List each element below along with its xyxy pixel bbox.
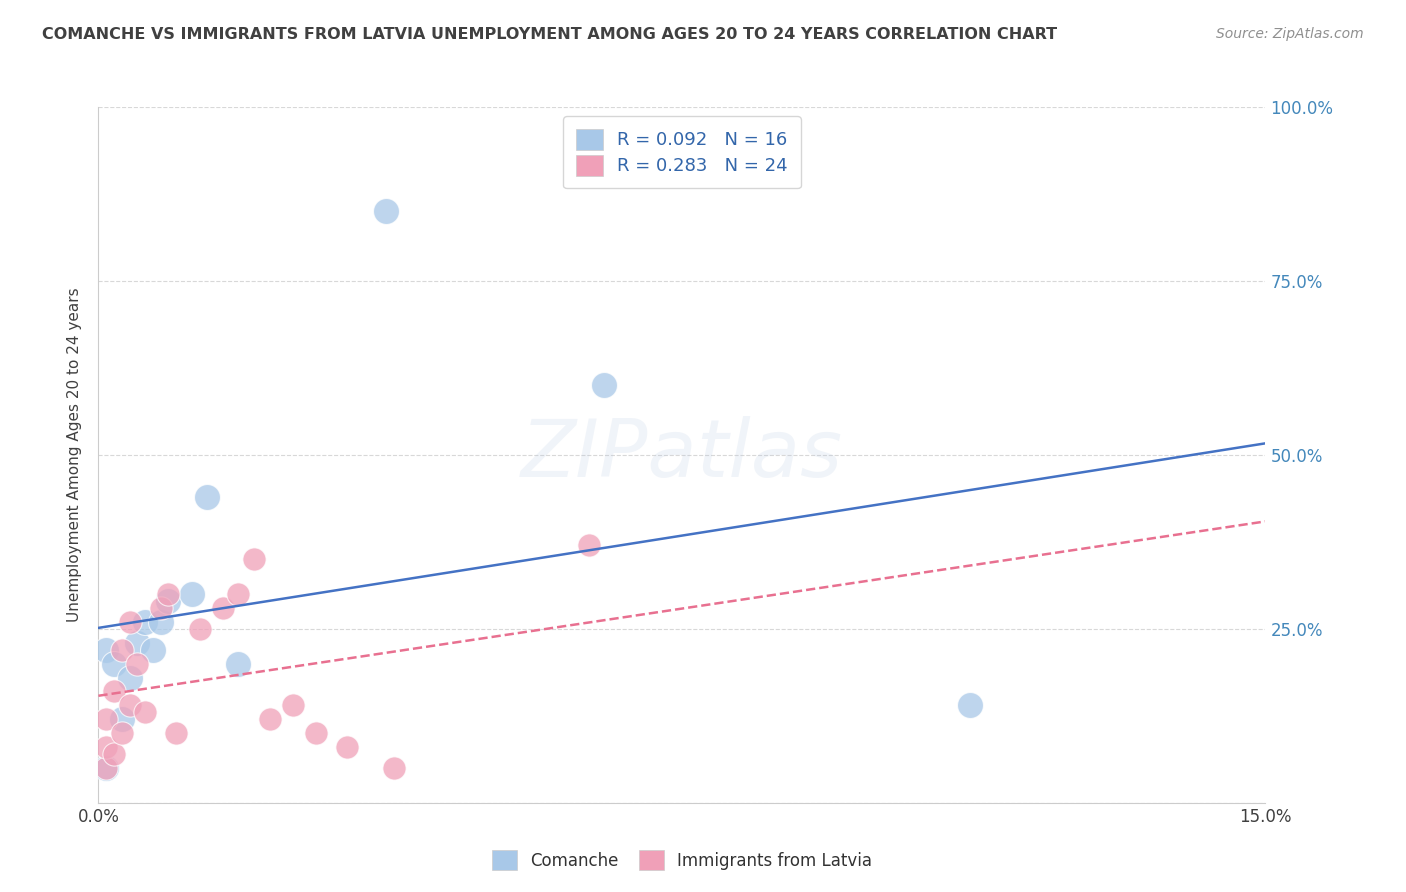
Point	[578, 538, 600, 552]
Point	[118, 615, 141, 629]
Point	[228, 657, 250, 671]
Point	[103, 747, 125, 761]
Point	[142, 642, 165, 657]
Point	[96, 761, 118, 775]
Point	[96, 740, 118, 755]
Point	[180, 587, 202, 601]
Legend: Comanche, Immigrants from Latvia: Comanche, Immigrants from Latvia	[484, 842, 880, 878]
Point	[149, 615, 172, 629]
Point	[188, 622, 211, 636]
Point	[118, 698, 141, 713]
Point	[336, 740, 359, 755]
Point	[382, 761, 405, 775]
Point	[157, 594, 180, 608]
Point	[228, 587, 250, 601]
Text: COMANCHE VS IMMIGRANTS FROM LATVIA UNEMPLOYMENT AMONG AGES 20 TO 24 YEARS CORREL: COMANCHE VS IMMIGRANTS FROM LATVIA UNEMP…	[42, 27, 1057, 42]
Point	[96, 642, 118, 657]
Point	[243, 552, 266, 566]
Point	[959, 698, 981, 713]
Point	[111, 712, 134, 726]
Text: Source: ZipAtlas.com: Source: ZipAtlas.com	[1216, 27, 1364, 41]
Point	[127, 657, 149, 671]
Point	[375, 204, 398, 219]
Point	[134, 706, 156, 720]
Text: ZIPatlas: ZIPatlas	[520, 416, 844, 494]
Point	[134, 615, 156, 629]
Point	[111, 726, 134, 740]
Point	[127, 636, 149, 650]
Y-axis label: Unemployment Among Ages 20 to 24 years: Unemployment Among Ages 20 to 24 years	[67, 287, 83, 623]
Point	[149, 601, 172, 615]
Point	[593, 378, 616, 392]
Point	[96, 712, 118, 726]
Point	[259, 712, 281, 726]
Point	[96, 761, 118, 775]
Point	[103, 657, 125, 671]
Point	[157, 587, 180, 601]
Point	[165, 726, 187, 740]
Point	[195, 490, 218, 504]
Point	[118, 671, 141, 685]
Point	[111, 642, 134, 657]
Point	[281, 698, 304, 713]
Point	[103, 684, 125, 698]
Point	[305, 726, 328, 740]
Point	[212, 601, 235, 615]
